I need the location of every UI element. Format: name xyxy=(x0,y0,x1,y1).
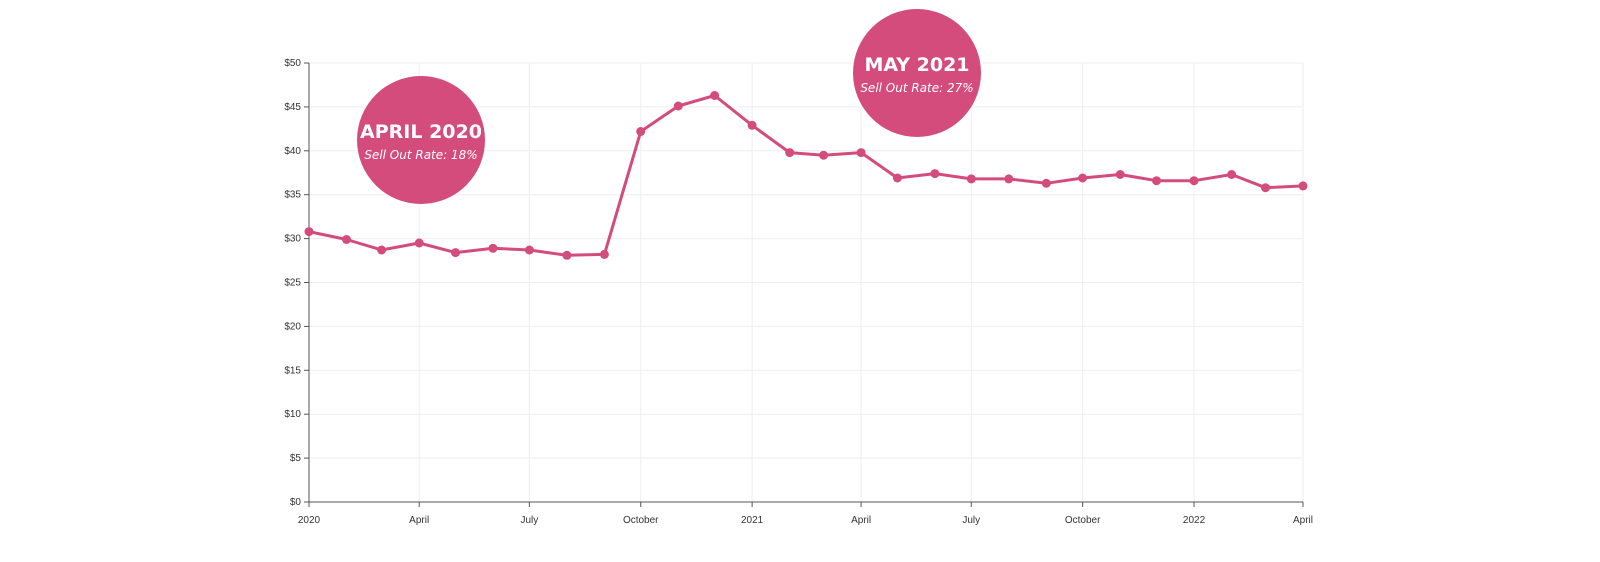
data-point xyxy=(451,248,460,258)
data-point xyxy=(1227,170,1237,179)
data-point xyxy=(1298,181,1308,191)
x-tick-label: 2021 xyxy=(741,515,764,526)
annotation-title: APRIL 2020 xyxy=(360,121,482,143)
data-point xyxy=(1261,183,1270,193)
data-point xyxy=(1115,170,1125,179)
data-point xyxy=(1152,176,1161,186)
y-tick-label: $35 xyxy=(284,190,301,201)
x-tick-label: April xyxy=(851,515,871,526)
data-point xyxy=(562,250,572,260)
x-tick-label: October xyxy=(1065,515,1101,526)
series-line xyxy=(308,94,1304,257)
annotation-circle xyxy=(853,9,981,137)
annotation-subtitle: Sell Out Rate: 18% xyxy=(364,148,477,162)
axes: $0 $5 $10 $15 $20 $25 $30 $35 $40 $45 $50 2020 April… xyxy=(284,58,1313,526)
y-tick-label: $50 xyxy=(284,58,301,69)
x-tick-label: July xyxy=(962,515,980,526)
x-tick-label: July xyxy=(520,515,538,526)
y-tick-label: $0 xyxy=(290,497,302,508)
y-tick-label: $20 xyxy=(284,321,301,332)
x-tick-label: April xyxy=(1293,515,1313,526)
y-tick-label: $45 xyxy=(284,102,301,113)
series-layer xyxy=(304,91,1308,260)
y-tick-label: $10 xyxy=(284,409,301,420)
data-point xyxy=(1078,173,1088,183)
data-point xyxy=(524,245,534,255)
data-point xyxy=(710,91,720,100)
data-point xyxy=(377,245,387,255)
data-point xyxy=(819,150,829,160)
data-point xyxy=(747,120,757,130)
data-point xyxy=(599,249,609,259)
data-point xyxy=(414,238,424,248)
data-point xyxy=(892,173,902,183)
annotation-title: MAY 2021 xyxy=(864,54,969,76)
annotation-bubble-may-2021: MAY 2021 Sell Out Rate: 27% xyxy=(853,9,981,137)
data-point xyxy=(1041,178,1051,188)
data-point xyxy=(856,148,866,158)
data-point xyxy=(673,101,683,111)
data-point xyxy=(304,227,314,237)
y-tick-label: $15 xyxy=(284,365,301,376)
y-tick-label: $30 xyxy=(284,234,301,245)
x-tick-label: October xyxy=(623,515,659,526)
x-tick-label: April xyxy=(409,515,429,526)
data-point xyxy=(488,243,498,253)
data-point xyxy=(636,127,646,136)
x-tick-label: 2020 xyxy=(298,515,321,526)
data-point xyxy=(930,169,940,179)
data-point xyxy=(1189,176,1199,186)
data-point xyxy=(1004,174,1014,184)
data-point xyxy=(966,174,976,184)
data-point xyxy=(342,235,351,244)
y-tick-label: $25 xyxy=(284,278,301,289)
annotation-subtitle: Sell Out Rate: 27% xyxy=(860,81,973,95)
y-tick-label: $40 xyxy=(284,146,301,157)
y-tick-label: $5 xyxy=(290,453,302,464)
annotation-circle xyxy=(357,76,485,204)
x-tick-label: 2022 xyxy=(1183,515,1206,526)
data-point xyxy=(785,148,795,158)
annotation-bubble-april-2020: APRIL 2020 Sell Out Rate: 18% xyxy=(357,76,485,204)
